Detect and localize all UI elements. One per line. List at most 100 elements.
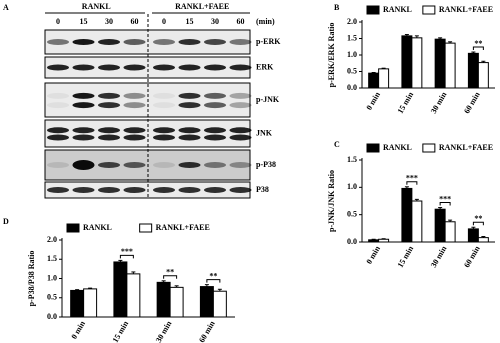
- y-tick-label: 1.0: [347, 50, 357, 59]
- blot-band: [204, 127, 226, 134]
- legend-swatch: [66, 223, 80, 233]
- x-tick-label: 0 min: [69, 319, 87, 341]
- blot-band: [72, 92, 95, 99]
- bar: [378, 238, 390, 243]
- lane-label: 60: [131, 17, 139, 26]
- blot-band: [98, 39, 120, 45]
- bar: [444, 221, 456, 243]
- blot-band: [229, 134, 252, 141]
- blot-band: [204, 134, 226, 141]
- significance-label: **: [166, 268, 174, 277]
- blot-band: [72, 160, 95, 170]
- lane-label: 15: [186, 17, 194, 26]
- x-tick-label: 30 min: [429, 244, 449, 269]
- x-tick-label: 0 min: [364, 90, 382, 112]
- blot-band: [123, 64, 146, 71]
- significance-bracket: [439, 202, 451, 206]
- blot-band: [72, 127, 95, 134]
- blot-band: [72, 102, 95, 109]
- legend-label: RANKL+FAEE: [439, 143, 493, 152]
- significance-bracket: [472, 221, 484, 226]
- bar: [126, 273, 141, 318]
- y-tick-label: 0.5: [347, 209, 357, 218]
- blot-band: [178, 92, 201, 99]
- blot-band: [47, 187, 69, 193]
- blot-band: [153, 162, 175, 168]
- blot-band: [72, 64, 95, 71]
- blot-band: [47, 64, 69, 71]
- legend-label: RANKL: [383, 143, 412, 152]
- bar: [401, 35, 413, 89]
- blot-band: [204, 64, 226, 71]
- blot-band: [98, 162, 120, 168]
- blot-band: [98, 64, 120, 71]
- bar: [434, 38, 446, 89]
- blot-band: [47, 134, 69, 141]
- significance-bracket: [119, 254, 134, 259]
- significance-label: **: [209, 271, 217, 280]
- y-tick-label: 0.0: [47, 312, 57, 321]
- legend-label: RANKL+FAEE: [439, 5, 493, 14]
- lane-label: 30: [105, 17, 113, 26]
- blot-band: [204, 92, 226, 99]
- y-tick-label: 0.5: [47, 293, 57, 302]
- blot-band: [98, 187, 120, 193]
- bar: [477, 62, 489, 89]
- blot-band: [229, 102, 252, 109]
- blot-band: [47, 162, 69, 168]
- blot-band: [72, 39, 95, 45]
- row-label: ERK: [256, 62, 274, 71]
- significance-bracket: [206, 279, 221, 283]
- blot-band: [229, 187, 252, 193]
- blot-band: [153, 64, 175, 71]
- row-label: p-P38: [256, 160, 276, 169]
- bar: [70, 289, 85, 318]
- x-tick-label: 60 min: [462, 244, 482, 269]
- legend-swatch: [366, 143, 380, 153]
- x-tick-label: 15 min: [111, 319, 131, 343]
- panel-label: C: [334, 140, 340, 149]
- legend-swatch: [139, 223, 153, 233]
- panel-label: A: [3, 3, 9, 12]
- y-axis-label: p-P38/P38 Ratio: [27, 251, 36, 307]
- blot-band: [153, 92, 175, 99]
- blot-band: [123, 102, 146, 109]
- y-axis-label: p-ERK/ERK Ratio: [327, 23, 336, 88]
- blot-band: [123, 187, 146, 193]
- row-label: P38: [256, 185, 269, 194]
- lane-label: 0: [162, 17, 166, 26]
- time-unit: (min): [256, 17, 275, 26]
- blot-band: [47, 39, 69, 45]
- significance-bracket: [163, 275, 178, 279]
- legend-label: RANKL: [383, 5, 412, 14]
- blot-band: [178, 64, 201, 71]
- lane-label: 15: [80, 17, 88, 26]
- blot-band: [98, 127, 120, 134]
- legend-swatch: [422, 5, 436, 15]
- legend-label: RANKL+FAEE: [156, 223, 210, 232]
- y-tick-label: 1.0: [347, 182, 357, 191]
- blot-band: [123, 162, 146, 168]
- x-tick-label: 15 min: [396, 244, 416, 269]
- blot-band: [123, 127, 146, 134]
- y-tick-label: 1.5: [47, 254, 57, 263]
- significance-bracket: [406, 181, 418, 185]
- bar: [411, 200, 423, 243]
- blot-band: [123, 134, 146, 141]
- blot-band: [72, 134, 95, 141]
- blot-band: [178, 187, 201, 193]
- blot-band: [98, 134, 120, 141]
- y-tick-label: 0.0: [347, 83, 357, 92]
- blot-band: [178, 102, 201, 109]
- blot-band: [204, 102, 226, 109]
- bar: [212, 290, 227, 318]
- significance-label: ***: [121, 247, 133, 256]
- group-label: RANKL: [82, 2, 111, 11]
- significance-label: ***: [439, 194, 451, 203]
- y-tick-label: 1.5: [347, 33, 357, 42]
- y-axis-label: p-JNK/JNK Ratio: [327, 170, 336, 232]
- blot-band: [98, 92, 120, 99]
- bar: [411, 37, 423, 89]
- significance-label: **: [474, 214, 482, 223]
